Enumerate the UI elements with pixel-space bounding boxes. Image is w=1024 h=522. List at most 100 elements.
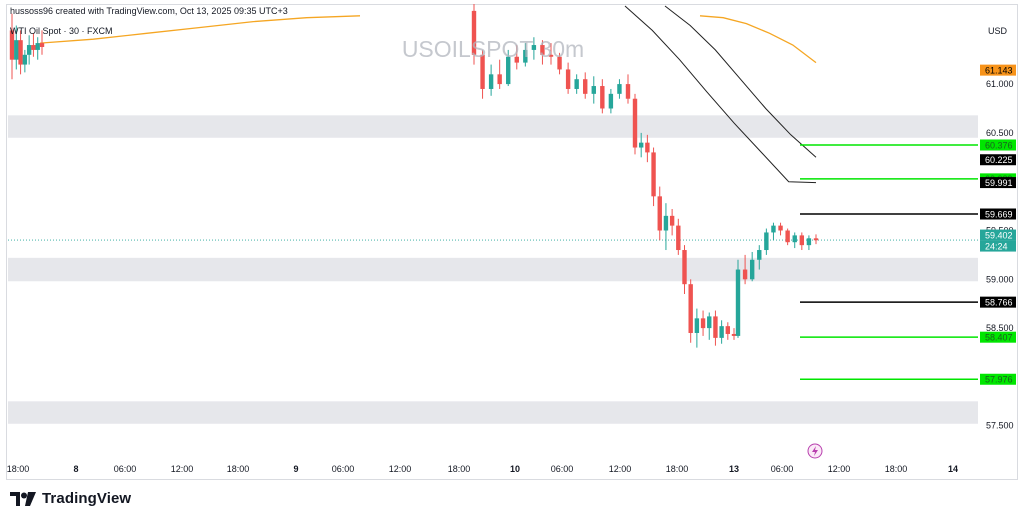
candle-body (22, 54, 28, 65)
candle-body (757, 250, 762, 260)
candle-body (39, 43, 45, 47)
candle-body (583, 79, 588, 94)
time-axis[interactable]: 18:00 8 06:00 12:00 18:00 9 06:00 12:00 18:00 10 0… (7, 464, 958, 474)
y-tick-label: 61.000 (986, 79, 1014, 89)
price-label: 59.402 (980, 229, 1016, 241)
candle-body (514, 56, 519, 63)
channel-upper-line (664, 5, 817, 158)
candle-body (26, 45, 32, 55)
price-label-bg (980, 139, 1016, 151)
candle-body (574, 79, 579, 89)
candle-body (676, 225, 681, 251)
replay-button[interactable] (807, 443, 823, 459)
indicator-lines (39, 5, 817, 184)
x-tick-label: 10 (510, 464, 520, 474)
candle-body (548, 54, 554, 57)
candle-body (725, 326, 731, 334)
tradingview-logo-icon (10, 491, 36, 506)
price-label-text: 58.407 (985, 332, 1013, 342)
x-tick-label: 12:00 (609, 464, 632, 474)
candle-body (632, 98, 638, 148)
candle-body (651, 152, 656, 197)
price-label-text: 58.766 (985, 297, 1013, 307)
candle-body (707, 316, 712, 329)
x-tick-label: 12:00 (828, 464, 851, 474)
x-tick-label: 18:00 (227, 464, 250, 474)
candle-body (591, 86, 596, 94)
price-label-bg (980, 240, 1016, 252)
candle-body (9, 30, 15, 60)
zone-0 (8, 115, 978, 138)
candle-body (480, 54, 485, 89)
candle-body (764, 232, 769, 251)
candle-body (497, 74, 502, 85)
price-label-text: 60.376 (985, 140, 1013, 150)
candle-body (778, 225, 783, 231)
y-tick-label: 58.500 (986, 323, 1014, 333)
symbol-watermark: USOILSPOT 30m (402, 36, 584, 62)
price-label: 61.143 (980, 64, 1016, 76)
chart-attribution: hussoss96 created with TradingView.com, … (10, 6, 288, 16)
x-tick-label: 18:00 (7, 464, 30, 474)
candlesticks[interactable] (9, 4, 819, 348)
instrument-label: WTI Oil Spot · 30 · FXCM (10, 26, 113, 36)
candle-body (35, 43, 40, 50)
price-label-text: 60.225 (985, 155, 1013, 165)
channel-lower-line (624, 5, 817, 184)
candle-body (799, 235, 805, 246)
price-label-text: 24:24 (985, 241, 1008, 251)
candle-body (657, 196, 662, 231)
candle-body (742, 269, 748, 280)
candle-body (488, 74, 494, 89)
price-label: 60.376 (980, 139, 1016, 151)
brand-wordmark: TradingView (42, 490, 132, 507)
price-axis[interactable]: USD 61.00060.50059.50059.00058.50057.500… (980, 26, 1016, 431)
sr-zones (8, 115, 978, 424)
currency-label: USD (988, 26, 1008, 36)
x-tick-label: 18:00 (666, 464, 689, 474)
zone-2 (8, 401, 978, 424)
x-tick-label: 18:00 (448, 464, 471, 474)
x-tick-label: 14 (948, 464, 958, 474)
candle-body (731, 333, 737, 336)
moving-average-line-left (39, 15, 361, 44)
price-label: 24:24 (980, 240, 1016, 252)
brand-footer: TradingView (10, 490, 131, 507)
candle-body (719, 326, 724, 338)
price-label: 60.225 (980, 154, 1016, 166)
candle-body (694, 318, 700, 333)
candle-body (813, 238, 819, 241)
candle-body (617, 84, 622, 94)
x-tick-label: 12:00 (389, 464, 412, 474)
candle-body (713, 316, 718, 338)
price-label: 59.991 (980, 177, 1016, 189)
candle-body (806, 238, 812, 246)
candle-body (669, 215, 675, 226)
candle-body (565, 69, 571, 89)
candle-body (531, 45, 537, 50)
candle-body (700, 318, 706, 329)
candle-body (523, 49, 528, 63)
candle-body (600, 86, 605, 109)
horizontal-levels[interactable] (800, 144, 978, 381)
candle-body (645, 142, 650, 153)
price-label-bg (980, 208, 1016, 220)
x-tick-label: 13 (729, 464, 739, 474)
x-tick-label: 06:00 (771, 464, 794, 474)
x-tick-label: 06:00 (332, 464, 355, 474)
candle-body (31, 45, 36, 50)
price-label: 59.669 (980, 208, 1016, 220)
candle-body (18, 40, 23, 65)
price-label-text: 61.143 (985, 65, 1013, 75)
candle-body (663, 215, 669, 231)
lightning-icon (812, 446, 818, 456)
candle-body (14, 40, 19, 60)
price-label-bg (980, 296, 1016, 308)
candle-body (688, 284, 693, 333)
price-label-bg (980, 64, 1016, 76)
price-label-text: 59.402 (985, 230, 1013, 240)
x-tick-label: 12:00 (171, 464, 194, 474)
y-tick-label: 57.500 (986, 421, 1014, 431)
x-tick-label: 18:00 (885, 464, 908, 474)
